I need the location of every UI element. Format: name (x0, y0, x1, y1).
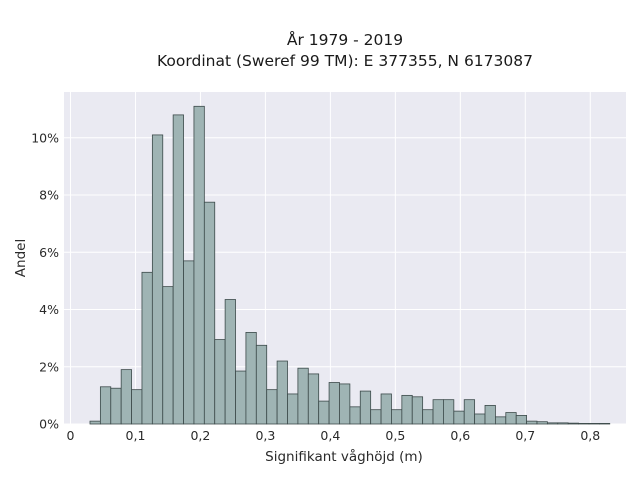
histogram-bar (99, 386, 112, 425)
x-axis-label: Signifikant våghöjd (m) (265, 448, 423, 465)
y-tick-label: 6% (39, 245, 59, 260)
histogram-bar (287, 393, 299, 425)
histogram-bar (536, 421, 548, 425)
histogram-bar (193, 105, 205, 425)
histogram-bar (557, 422, 569, 425)
histogram-bar (120, 369, 132, 425)
histogram-bar (131, 389, 143, 425)
histogram-bar (432, 399, 444, 425)
y-axis-label: Andel (13, 239, 29, 277)
histogram-bar (339, 383, 351, 425)
histogram-bar (349, 406, 361, 425)
x-tick-label: 0 (67, 428, 75, 443)
histogram-bar (411, 396, 424, 425)
histogram-bar (297, 367, 309, 425)
histogram-bar (255, 344, 268, 425)
histogram-bar (110, 387, 122, 425)
histogram-bar (463, 399, 476, 425)
histogram-bar (328, 382, 340, 425)
histogram-bar (526, 420, 538, 425)
histogram-bar (162, 286, 174, 425)
histogram-bar (443, 399, 455, 425)
histogram-bar (172, 114, 184, 425)
histogram-bar (183, 260, 195, 425)
histogram-bar (505, 412, 517, 425)
histogram-bar (598, 423, 611, 425)
histogram-bar (151, 134, 164, 425)
histogram-bar (89, 420, 101, 425)
x-tick-label: 0,5 (385, 428, 405, 443)
chart-title-line-1: År 1979 - 2019 (287, 30, 403, 49)
x-tick-label: 0,1 (126, 428, 146, 443)
histogram-bar (235, 370, 247, 425)
histogram-bar (391, 409, 403, 425)
x-tick-label: 0,2 (190, 428, 210, 443)
x-tick-label: 0,4 (320, 428, 340, 443)
y-tick-label: 4% (39, 302, 59, 317)
histogram-bar (359, 390, 372, 425)
histogram-bar (588, 423, 600, 425)
histogram-bar (422, 409, 434, 425)
x-tick-label: 0,3 (255, 428, 275, 443)
x-axis-ticks: 0 0,1 0,2 0,3 0,4 0,5 0,6 0,7 0,8 (67, 428, 601, 443)
histogram-bar (307, 373, 320, 425)
histogram-bars (89, 105, 611, 425)
y-axis-ticks: 0% 2% 4% 6% 8% 10% (31, 130, 59, 431)
y-tick-label: 0% (39, 417, 59, 432)
histogram-bar (546, 422, 559, 425)
x-tick-label: 0,7 (515, 428, 535, 443)
y-tick-label: 10% (31, 130, 59, 145)
x-tick-label: 0,6 (450, 428, 470, 443)
histogram-bar (495, 416, 507, 425)
histogram-bar (401, 394, 413, 425)
histogram-bar (141, 271, 153, 425)
histogram-bar (484, 404, 496, 425)
y-tick-label: 8% (39, 188, 59, 203)
histogram-bar (245, 332, 257, 425)
histogram-bar (370, 409, 382, 425)
chart-title-line-2: Koordinat (Sweref 99 TM): E 377355, N 61… (157, 52, 533, 70)
histogram-bar (203, 201, 216, 425)
histogram-bar (567, 422, 579, 425)
histogram-bar (214, 339, 226, 425)
histogram-bar (453, 410, 465, 425)
histogram-bar (474, 413, 486, 425)
histogram-bar (515, 415, 527, 425)
histogram-bar (266, 389, 278, 425)
y-tick-label: 2% (39, 359, 59, 374)
histogram-bar (276, 360, 288, 425)
histogram-bar (380, 393, 392, 425)
x-tick-label: 0,8 (580, 428, 600, 443)
histogram-bar (318, 400, 330, 425)
histogram-bar (224, 299, 236, 425)
histogram-bar (578, 423, 590, 425)
